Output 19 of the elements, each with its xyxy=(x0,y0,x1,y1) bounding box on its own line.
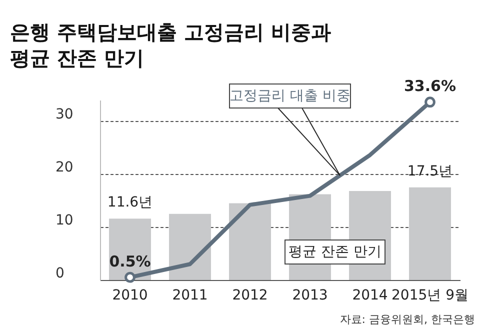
x-tick-label: 2011 xyxy=(172,288,208,304)
data-label: 11.6년 xyxy=(107,194,153,211)
x-tick-label: 2015년 9월 xyxy=(392,288,468,304)
x-tick-label: 2013 xyxy=(292,288,328,304)
y-tick-label: 30 xyxy=(56,106,74,123)
series-label: 평균 잔존 만기 xyxy=(288,244,382,260)
y-tick-label: 20 xyxy=(56,160,74,176)
text: 자료: 금융위원회, 한국은행 xyxy=(340,313,475,326)
y-tick-label: 10 xyxy=(56,212,74,229)
text: 고정금리 대출 비중 xyxy=(230,88,350,104)
text: 평균 잔존 만기 xyxy=(10,46,144,70)
data-label: 17.5년 xyxy=(407,163,453,180)
y-tick-label: 0 xyxy=(56,266,64,282)
data-label: 33.6% xyxy=(404,77,456,96)
text: 은행 주택담보대출 고정금리 비중과 xyxy=(10,20,331,44)
x-tick-label: 2014 xyxy=(352,288,388,304)
data-label: 0.5% xyxy=(109,252,151,270)
x-tick-label: 2010 xyxy=(112,288,148,304)
x-tick-label: 2012 xyxy=(232,288,268,304)
